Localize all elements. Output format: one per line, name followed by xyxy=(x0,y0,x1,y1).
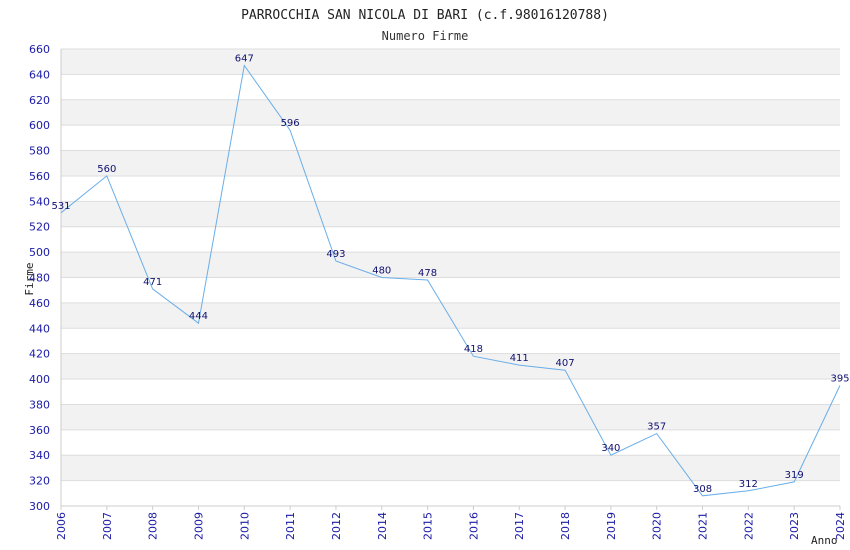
x-tick-label: 2022 xyxy=(742,512,755,540)
x-tick-label: 2006 xyxy=(55,512,68,540)
y-tick-label: 380 xyxy=(29,398,50,411)
x-tick-label: 2023 xyxy=(788,512,801,540)
y-tick-label: 320 xyxy=(29,475,50,488)
y-tick-label: 560 xyxy=(29,170,50,183)
grid-band xyxy=(61,226,840,253)
grid-band xyxy=(61,379,840,405)
data-label: 478 xyxy=(418,268,437,279)
x-tick-label: 2009 xyxy=(192,512,205,540)
grid-band xyxy=(61,175,840,202)
x-tick-label: 2018 xyxy=(559,512,572,540)
grid-band xyxy=(61,455,840,481)
x-tick-label: 2024 xyxy=(834,512,847,540)
grid-band xyxy=(61,429,840,456)
grid-band xyxy=(61,302,840,329)
x-tick-label: 2010 xyxy=(238,512,251,540)
y-tick-label: 480 xyxy=(29,272,50,285)
x-tick-label: 2020 xyxy=(651,512,664,540)
data-label: 357 xyxy=(647,422,666,433)
chart-title: PARROCCHIA SAN NICOLA DI BARI (c.f.98016… xyxy=(241,8,609,23)
grid-lines xyxy=(61,48,840,507)
x-tick-label: 2011 xyxy=(284,512,297,540)
y-tick-label: 400 xyxy=(29,373,50,386)
x-tick-label: 2015 xyxy=(422,512,435,540)
data-label: 407 xyxy=(556,358,575,369)
data-label: 418 xyxy=(464,344,483,355)
x-tick-label: 2014 xyxy=(376,512,389,540)
grid-band xyxy=(61,277,840,303)
data-label: 411 xyxy=(510,353,529,364)
data-label: 560 xyxy=(97,164,116,175)
y-tick-label: 440 xyxy=(29,322,50,335)
x-axis-label: Anno xyxy=(811,534,838,547)
data-label: 596 xyxy=(281,118,300,129)
grid-bands xyxy=(61,49,840,506)
y-axis-label: Firme xyxy=(23,262,36,295)
data-label: 531 xyxy=(51,201,70,212)
series-line xyxy=(60,64,841,497)
y-tick-label: 460 xyxy=(29,297,50,310)
grid-band xyxy=(61,404,840,430)
y-tick-label: 540 xyxy=(29,195,50,208)
y-tick-label: 600 xyxy=(29,119,50,132)
y-tick-label: 500 xyxy=(29,246,50,259)
data-label: 647 xyxy=(235,54,254,65)
data-label: 312 xyxy=(739,479,758,490)
data-label: 444 xyxy=(189,311,208,322)
grid-band xyxy=(61,252,840,278)
grid-band xyxy=(61,125,840,151)
grid-band xyxy=(61,49,840,75)
data-label: 340 xyxy=(601,443,620,454)
x-tick-label: 2008 xyxy=(147,512,160,540)
grid-band xyxy=(61,480,840,506)
grid-band xyxy=(61,353,840,380)
x-tick-label: 2016 xyxy=(467,512,480,540)
x-tick-label: 2007 xyxy=(101,512,114,540)
chart-subtitle: Numero Firme xyxy=(382,29,469,43)
data-label: 395 xyxy=(830,373,849,384)
data-label: 493 xyxy=(326,249,345,260)
grid-band xyxy=(61,99,840,126)
y-tick-label: 580 xyxy=(29,145,50,158)
grid-band xyxy=(61,201,840,227)
data-label: 319 xyxy=(785,470,804,481)
y-tick-label: 340 xyxy=(29,449,50,462)
y-tick-label: 620 xyxy=(29,94,50,107)
grid-band xyxy=(61,328,840,354)
y-tick-label: 640 xyxy=(29,68,50,81)
y-tick-labels: 300 320 340 360 380 400 420 440 460 480 500 520 540 5… xyxy=(29,43,50,513)
x-tick-label: 2012 xyxy=(330,512,343,540)
data-label: 471 xyxy=(143,277,162,288)
x-tick-label: 2017 xyxy=(513,512,526,540)
data-labels: 531 560 471 444 647 596 493 480 478 418 411 407 340 3… xyxy=(51,54,849,495)
data-label: 480 xyxy=(372,266,391,277)
y-tick-label: 520 xyxy=(29,221,50,234)
grid-band xyxy=(61,150,840,176)
y-tick-label: 420 xyxy=(29,348,50,361)
x-tick-label: 2021 xyxy=(697,512,710,540)
grid-band xyxy=(61,74,840,100)
data-label: 308 xyxy=(693,484,712,495)
y-tick-label: 360 xyxy=(29,424,50,437)
x-tick-label: 2019 xyxy=(605,512,618,540)
y-tick-label: 660 xyxy=(29,43,50,56)
y-tick-label: 300 xyxy=(29,500,50,513)
x-tick-labels: 2006 2007 2008 2009 2010 2011 2012 2014 2015 2016… xyxy=(55,506,847,540)
